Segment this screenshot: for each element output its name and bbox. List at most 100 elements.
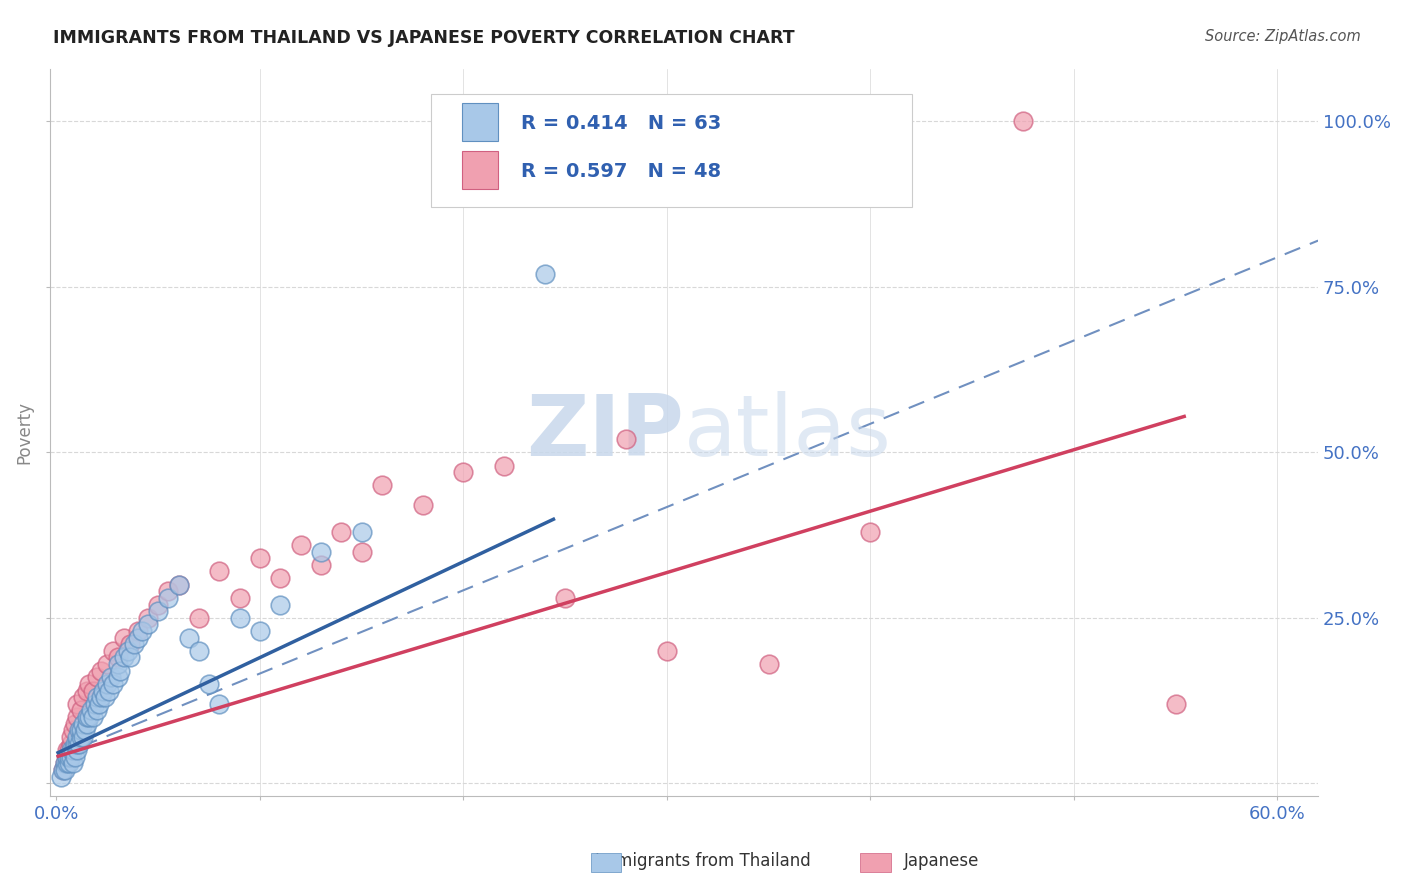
Point — [157, 584, 180, 599]
Point — [127, 624, 149, 638]
Point — [187, 611, 209, 625]
Point — [53, 756, 76, 771]
Point — [208, 697, 231, 711]
Point — [82, 710, 104, 724]
Point — [55, 749, 77, 764]
Text: R = 0.597   N = 48: R = 0.597 N = 48 — [520, 161, 721, 181]
Point — [49, 770, 72, 784]
Point — [59, 730, 82, 744]
Point — [90, 664, 112, 678]
Point — [112, 631, 135, 645]
Point — [167, 577, 190, 591]
Point — [73, 723, 96, 738]
Point — [290, 538, 312, 552]
Point — [269, 571, 291, 585]
Point — [70, 723, 93, 738]
Point — [55, 749, 77, 764]
Point — [90, 690, 112, 705]
Point — [103, 644, 125, 658]
Point — [208, 565, 231, 579]
Point — [86, 690, 108, 705]
Text: Immigrants from Thailand: Immigrants from Thailand — [595, 852, 811, 870]
Text: Source: ZipAtlas.com: Source: ZipAtlas.com — [1205, 29, 1361, 44]
Point — [157, 591, 180, 605]
Point — [76, 716, 98, 731]
Point — [84, 697, 107, 711]
Point — [82, 683, 104, 698]
Point — [269, 598, 291, 612]
Point — [108, 664, 131, 678]
Point — [167, 577, 190, 591]
Point — [55, 743, 77, 757]
Point — [86, 703, 108, 717]
Point — [66, 697, 89, 711]
Point — [554, 591, 576, 605]
Point — [66, 743, 89, 757]
Point — [89, 697, 111, 711]
FancyBboxPatch shape — [463, 151, 498, 188]
Point — [63, 749, 86, 764]
Point — [148, 598, 170, 612]
Point — [62, 723, 84, 738]
Point — [98, 683, 121, 698]
Text: ZIP: ZIP — [526, 391, 685, 474]
Point — [66, 730, 89, 744]
Point — [131, 624, 153, 638]
Point — [58, 743, 80, 757]
Point — [118, 650, 141, 665]
Point — [63, 737, 86, 751]
Text: Japanese: Japanese — [904, 852, 980, 870]
Point — [58, 749, 80, 764]
Point — [72, 716, 94, 731]
Point — [177, 631, 200, 645]
Point — [614, 432, 637, 446]
Point — [91, 683, 114, 698]
Point — [70, 730, 93, 744]
Point — [66, 710, 89, 724]
Point — [77, 677, 100, 691]
FancyBboxPatch shape — [463, 103, 498, 141]
Point — [58, 756, 80, 771]
Point — [117, 644, 139, 658]
Point — [103, 677, 125, 691]
Point — [107, 650, 129, 665]
Point — [859, 524, 882, 539]
Point — [350, 524, 373, 539]
Point — [76, 710, 98, 724]
Point — [72, 690, 94, 705]
Point — [77, 710, 100, 724]
Point — [72, 730, 94, 744]
Point — [59, 737, 82, 751]
Point — [453, 465, 475, 479]
Point — [59, 743, 82, 757]
Point — [136, 617, 159, 632]
Point — [100, 670, 122, 684]
Point — [55, 756, 77, 771]
Point — [53, 763, 76, 777]
Point — [228, 591, 250, 605]
Point — [59, 749, 82, 764]
Point — [228, 611, 250, 625]
Point — [67, 737, 90, 751]
Point — [187, 644, 209, 658]
Point — [371, 478, 394, 492]
Point — [1164, 697, 1187, 711]
Point — [52, 763, 75, 777]
Point — [112, 650, 135, 665]
Point — [412, 498, 434, 512]
Point — [309, 558, 332, 572]
Point — [53, 756, 76, 771]
Point — [148, 604, 170, 618]
Point — [534, 267, 557, 281]
Point — [136, 611, 159, 625]
Point — [758, 657, 780, 672]
Point — [249, 624, 271, 638]
Y-axis label: Poverty: Poverty — [15, 401, 32, 464]
Point — [127, 631, 149, 645]
Point — [249, 551, 271, 566]
Point — [107, 670, 129, 684]
Point — [494, 458, 516, 473]
Point — [52, 763, 75, 777]
Point — [1012, 114, 1035, 128]
Point — [198, 677, 221, 691]
